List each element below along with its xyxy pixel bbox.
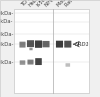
Text: Rat testis: Rat testis xyxy=(64,0,84,8)
Text: NRD1: NRD1 xyxy=(75,42,90,47)
Text: TCF2: TCF2 xyxy=(20,0,32,8)
Text: 300kDa-: 300kDa- xyxy=(0,11,14,16)
FancyBboxPatch shape xyxy=(29,48,33,50)
FancyBboxPatch shape xyxy=(35,40,42,48)
Text: 180kDa-: 180kDa- xyxy=(0,32,14,37)
Text: 250kDa-: 250kDa- xyxy=(0,19,14,24)
Text: 100kDa-: 100kDa- xyxy=(0,60,14,65)
Text: NIH/3T3: NIH/3T3 xyxy=(43,0,61,8)
Text: Mouse testis: Mouse testis xyxy=(56,0,82,8)
FancyBboxPatch shape xyxy=(56,41,63,48)
FancyBboxPatch shape xyxy=(64,41,71,48)
Bar xyxy=(14,9,89,93)
FancyBboxPatch shape xyxy=(19,42,26,48)
FancyBboxPatch shape xyxy=(66,63,70,67)
Text: K-562: K-562 xyxy=(36,0,49,8)
Text: HeLa: HeLa xyxy=(28,0,40,8)
FancyBboxPatch shape xyxy=(42,41,50,47)
FancyBboxPatch shape xyxy=(20,60,25,65)
FancyBboxPatch shape xyxy=(27,40,34,47)
FancyBboxPatch shape xyxy=(35,58,42,65)
FancyBboxPatch shape xyxy=(27,60,34,65)
Text: 150kDa-: 150kDa- xyxy=(0,42,14,47)
